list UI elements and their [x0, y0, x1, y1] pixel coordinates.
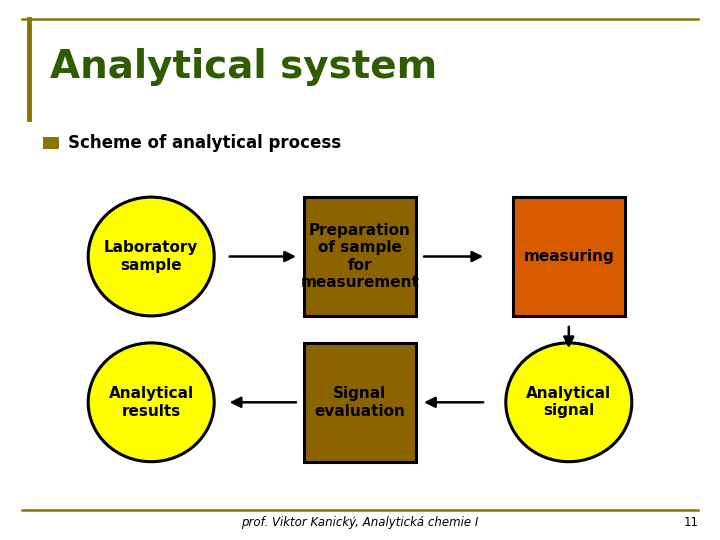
FancyBboxPatch shape	[304, 197, 416, 316]
Text: Signal
evaluation: Signal evaluation	[315, 386, 405, 418]
Text: Analytical
results: Analytical results	[109, 386, 194, 418]
Text: Preparation
of sample
for
measurement: Preparation of sample for measurement	[300, 223, 420, 290]
Ellipse shape	[88, 343, 215, 462]
Text: measuring: measuring	[523, 249, 614, 264]
Text: Scheme of analytical process: Scheme of analytical process	[68, 133, 341, 152]
FancyBboxPatch shape	[304, 343, 416, 462]
FancyBboxPatch shape	[43, 137, 59, 148]
Ellipse shape	[506, 343, 632, 462]
Text: 11: 11	[683, 516, 698, 529]
Text: prof. Viktor Kanický, Analytická chemie I: prof. Viktor Kanický, Analytická chemie …	[241, 516, 479, 529]
Ellipse shape	[88, 197, 215, 316]
FancyBboxPatch shape	[513, 197, 625, 316]
Text: Analytical
signal: Analytical signal	[526, 386, 611, 418]
Text: Laboratory
sample: Laboratory sample	[104, 240, 199, 273]
Text: Analytical system: Analytical system	[50, 49, 438, 86]
